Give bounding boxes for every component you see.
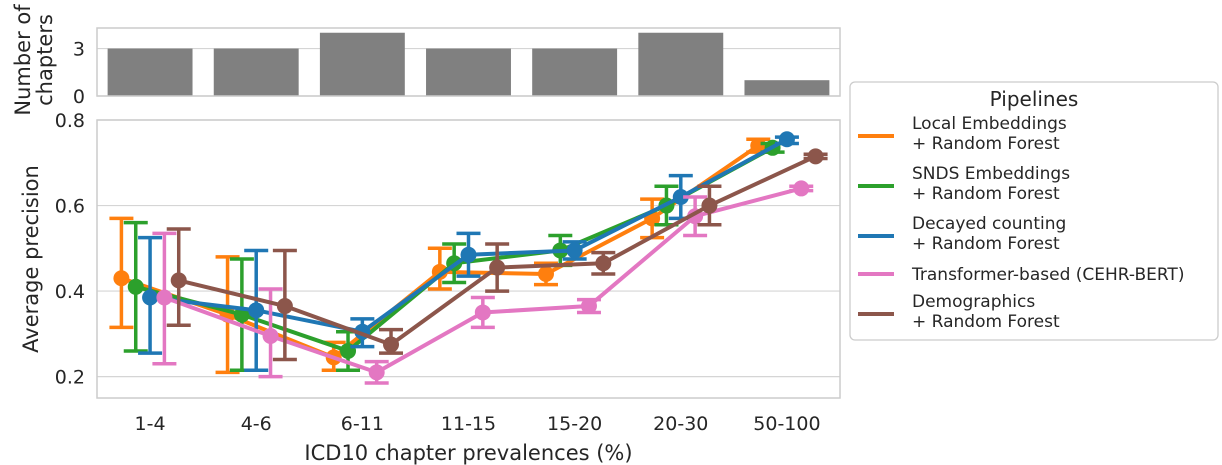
series-4 [166, 148, 828, 362]
bar-11-15 [426, 48, 511, 96]
data-point [793, 180, 810, 197]
data-point [156, 289, 173, 306]
bar-4-6 [213, 48, 299, 96]
data-point [276, 298, 293, 315]
line-panel-frame [96, 119, 841, 399]
legend-entry: SNDS Embeddings + Random Forest [912, 164, 1070, 204]
data-point [368, 364, 385, 381]
series-2 [138, 131, 799, 372]
data-point [142, 289, 159, 306]
x-tick-label: 6-11 [341, 413, 384, 435]
data-point [489, 259, 506, 276]
data-point [595, 255, 612, 272]
legend-entry-line: + Random Forest [912, 134, 1060, 154]
bar-y-axis-label-line: chapters [33, 14, 57, 106]
bar-6-11 [319, 32, 405, 96]
bar-panel-frame [96, 27, 841, 97]
data-point [750, 137, 767, 154]
bar-15-20 [532, 48, 618, 96]
x-tick-label: 20-30 [653, 413, 708, 435]
legend-entry-line: + Random Forest [912, 234, 1060, 254]
data-point [672, 188, 689, 205]
bar-1-4 [107, 48, 193, 96]
legend-entry-line: + Random Forest [912, 312, 1060, 332]
legend-entry-line: Decayed counting [912, 214, 1066, 234]
data-point [580, 298, 597, 315]
data-point [113, 270, 130, 287]
legend-entry-line: SNDS Embeddings [912, 164, 1070, 184]
legend-entry: Decayed counting + Random Forest [912, 214, 1066, 254]
legend-entry-line: Local Embeddings [912, 114, 1067, 134]
data-point [170, 272, 187, 289]
legend-entry-line: + Random Forest [912, 184, 1060, 204]
y-tick-label: 0.8 [55, 110, 85, 132]
bar-y-tick-label: 3 [73, 39, 85, 61]
data-point [807, 148, 824, 165]
x-tick-label: 15-20 [547, 413, 602, 435]
y-tick-label: 0.2 [55, 367, 85, 389]
legend-entry: Demographics + Random Forest [912, 292, 1060, 332]
data-point [262, 327, 279, 344]
data-point [460, 246, 477, 263]
legend-title: Pipelines [990, 87, 1079, 111]
bar-50-100 [744, 80, 830, 96]
data-point [127, 278, 144, 295]
x-axis-label: ICD10 chapter prevalences (%) [304, 441, 632, 465]
legend-entry: Transformer-based (CEHR-BERT) [911, 265, 1184, 285]
legend-entry: Local Embeddings + Random Forest [912, 114, 1067, 154]
data-point [537, 265, 554, 282]
data-point [701, 197, 718, 214]
bar-y-axis-label-line: Number of [11, 4, 35, 116]
y-axis-label: Average precision [19, 165, 43, 353]
x-tick-label: 11-15 [441, 413, 496, 435]
x-tick-label: 4-6 [241, 413, 272, 435]
bar-y-axis-label: Number ofchapters [11, 4, 57, 116]
data-point [474, 304, 491, 321]
legend-entry-line: Transformer-based (CEHR-BERT) [911, 265, 1184, 285]
x-tick-label: 1-4 [135, 413, 166, 435]
y-tick-label: 0.4 [55, 281, 85, 303]
series-0 [109, 137, 771, 375]
data-point [248, 302, 265, 319]
y-tick-label: 0.6 [55, 196, 85, 218]
legend-frame [849, 81, 1219, 341]
bar-20-30 [638, 32, 724, 96]
bar-y-tick-label: 0 [73, 86, 85, 108]
data-point [383, 336, 400, 353]
bar-panel: 0 3 Number ofchapters [11, 4, 841, 116]
data-point [778, 131, 795, 148]
data-point [566, 242, 583, 259]
line-panel: 0.2 0.4 0.6 0.8 1-4 4-6 6-11 11-15 15-20 20-30 50-… [19, 110, 841, 465]
legend-entry-line: Demographics [912, 292, 1035, 312]
x-tick-label: 50-100 [753, 413, 820, 435]
